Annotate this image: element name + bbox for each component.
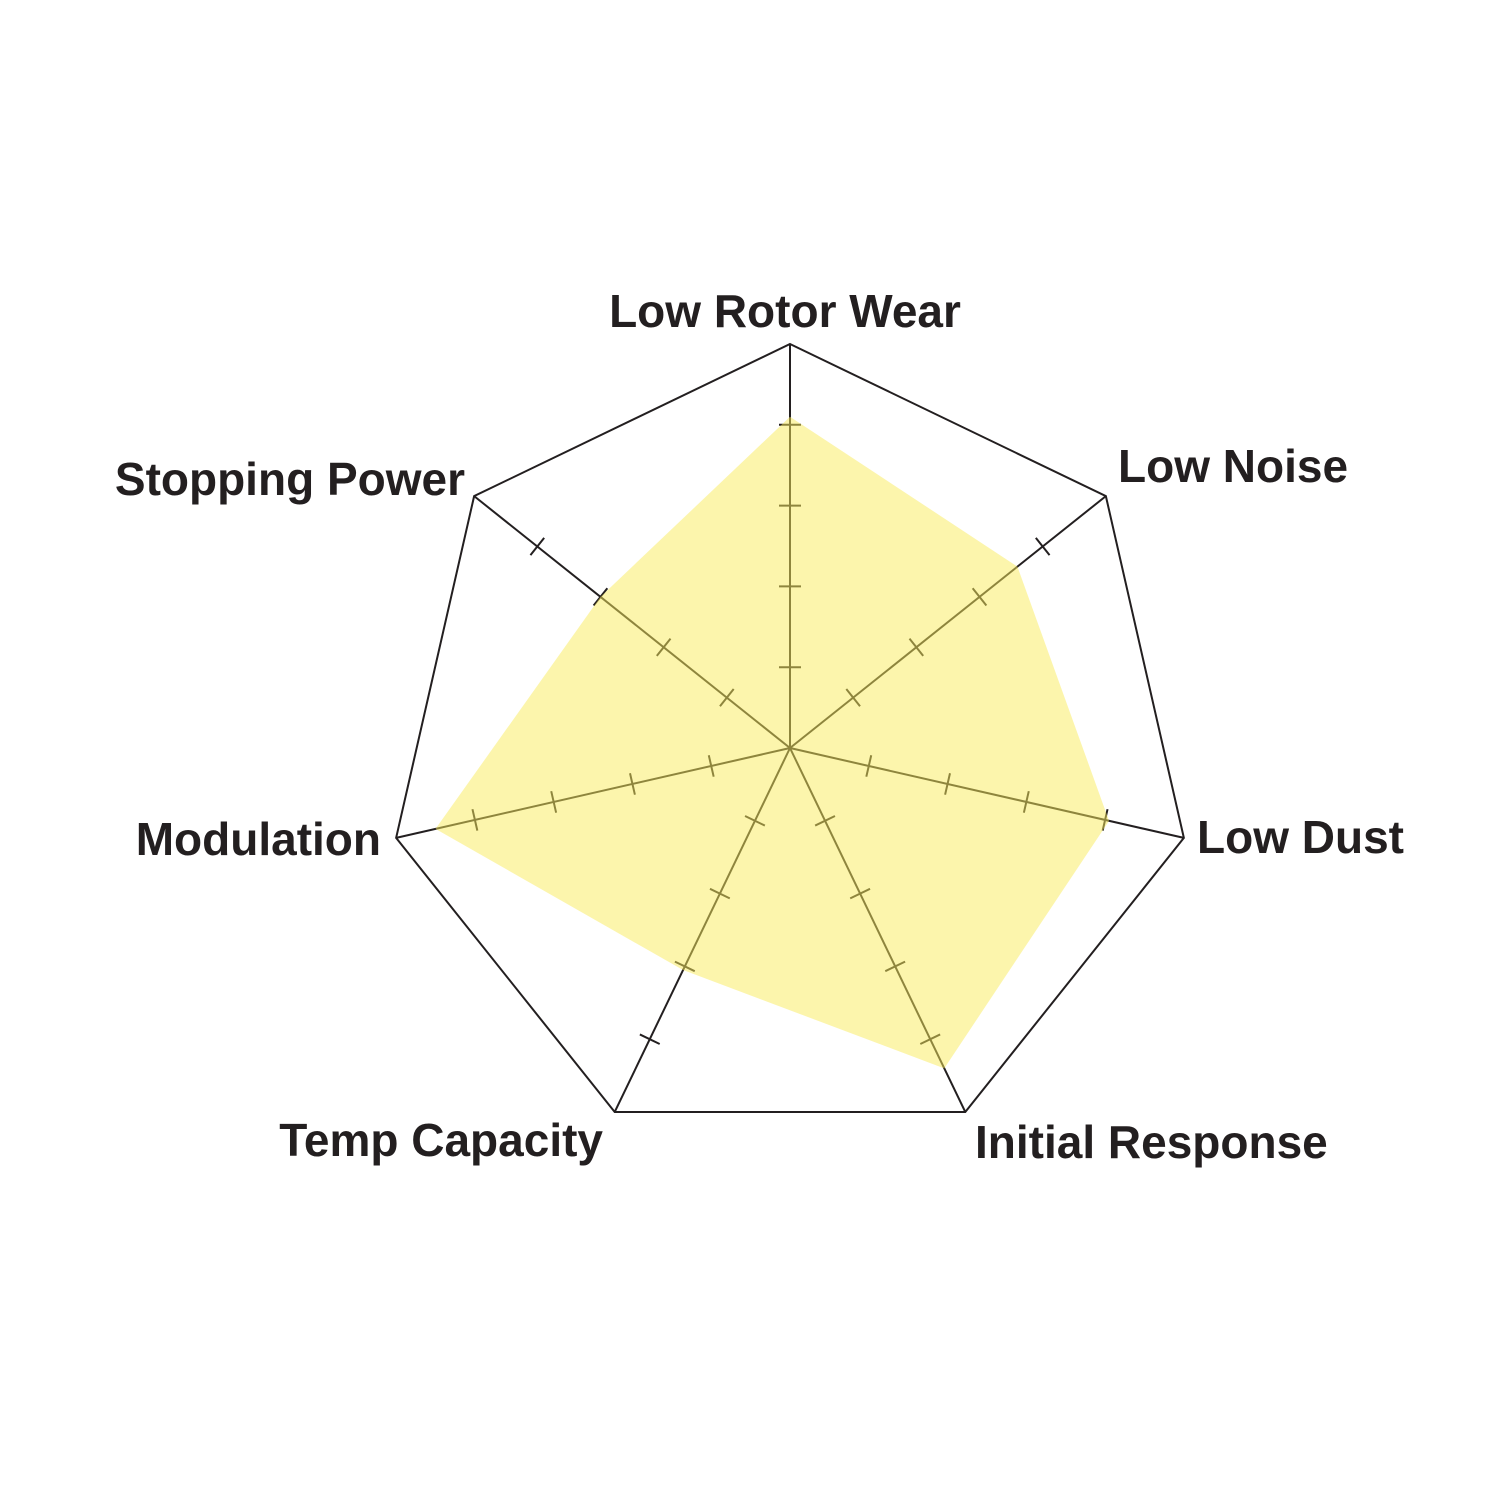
tick-mark: [592, 587, 609, 607]
axis-label-low-noise: Low Noise: [1118, 440, 1348, 492]
axis-label-stopping-power: Stopping Power: [115, 453, 465, 505]
outer-frame: [395, 342, 1185, 1113]
axis-label-temp-capacity: Temp Capacity: [279, 1114, 603, 1166]
tick-mark: [529, 537, 545, 556]
data-area: [435, 416, 1110, 1069]
tick-mark: [1035, 537, 1051, 556]
axis-label-low-rotor-wear: Low Rotor Wear: [609, 285, 961, 337]
axis-label-low-dust: Low Dust: [1197, 811, 1404, 863]
tick-mark: [639, 1033, 661, 1045]
axis-label-initial-response: Initial Response: [975, 1116, 1328, 1168]
axis-label-modulation: Modulation: [136, 813, 381, 865]
